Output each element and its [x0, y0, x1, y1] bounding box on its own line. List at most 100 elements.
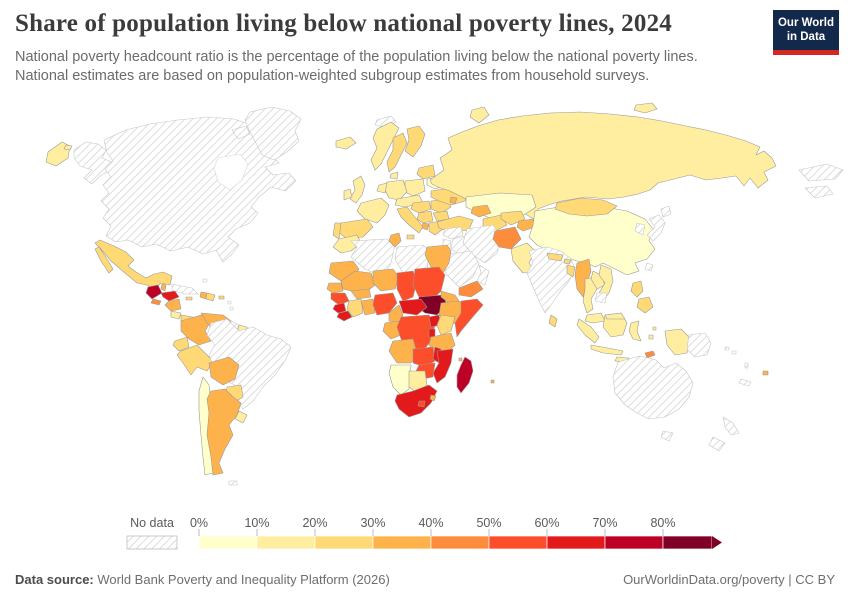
country-denmark[interactable] [389, 171, 399, 180]
country-italy[interactable] [396, 206, 424, 234]
country-cambodia[interactable] [594, 292, 608, 304]
country-finland[interactable] [404, 125, 426, 158]
legend-bin[interactable] [662, 535, 713, 550]
country-jamaica[interactable] [185, 296, 193, 301]
legend-bin[interactable] [256, 535, 316, 550]
country-caucasus[interactable] [470, 204, 492, 218]
country-peru[interactable] [176, 344, 214, 376]
country-comoros[interactable] [458, 357, 463, 362]
country-puerto-rico[interactable] [218, 295, 225, 300]
country-sweden[interactable] [386, 132, 408, 173]
country-chad[interactable] [396, 270, 418, 302]
legend-bin[interactable] [488, 535, 548, 550]
country-philippines[interactable] [630, 280, 644, 298]
country-kenya[interactable] [436, 314, 456, 336]
country-yemen[interactable] [458, 280, 484, 298]
country-namibia[interactable] [388, 364, 412, 396]
country-bhutan[interactable] [563, 258, 572, 265]
country-baja-california[interactable] [94, 246, 114, 274]
country-wrapped-landmass[interactable] [798, 163, 844, 182]
country-wrapped-landmass[interactable] [804, 185, 834, 199]
country-maluku[interactable] [648, 334, 654, 340]
country-albania[interactable] [421, 222, 430, 231]
country-ecuador[interactable] [172, 336, 190, 352]
country-bangladesh[interactable] [566, 264, 576, 278]
country-malaysia-borneo[interactable] [604, 312, 626, 320]
country-nepal[interactable] [546, 252, 564, 262]
country-timor-leste[interactable] [644, 350, 656, 359]
country-kyrgyzstan-tajikistan[interactable] [516, 218, 536, 232]
map-legend[interactable]: No data 0% 10% 20% 30% 40% 50% 60% 70% 80% [126, 516, 722, 550]
country-united-kingdom[interactable] [349, 175, 366, 204]
country-germany[interactable] [384, 179, 408, 201]
country-fiji[interactable] [762, 370, 769, 376]
country-philippines[interactable] [636, 296, 654, 314]
country-ireland[interactable] [343, 188, 353, 201]
country-iceland[interactable] [335, 136, 357, 150]
country-benelux[interactable] [376, 182, 388, 194]
country-somalia[interactable] [454, 298, 484, 338]
country-el-salvador[interactable] [150, 298, 162, 306]
country-indonesia-sumatra[interactable] [576, 318, 600, 344]
legend-bin[interactable] [198, 535, 258, 550]
country-lesotho[interactable] [417, 400, 426, 408]
owid-logo[interactable]: Our World in Data [773, 10, 839, 55]
country-guinea[interactable] [330, 292, 350, 306]
country-liberia[interactable] [336, 310, 353, 322]
country-baltics[interactable] [416, 164, 436, 180]
country-oman[interactable] [476, 264, 490, 286]
country-central-african-republic[interactable] [398, 298, 428, 316]
country-india[interactable] [526, 246, 576, 314]
country-mozambique[interactable] [432, 348, 454, 384]
legend-bin[interactable] [372, 535, 432, 550]
country-egypt[interactable] [424, 244, 452, 274]
country-mexico[interactable] [94, 239, 173, 290]
country-eswatini[interactable] [429, 394, 437, 402]
country-new-zealand[interactable] [708, 436, 726, 452]
country-south-africa[interactable] [394, 384, 438, 418]
country-bahamas[interactable] [202, 278, 208, 283]
country-solomon-islands[interactable] [731, 350, 737, 355]
country-ghana[interactable] [360, 298, 376, 316]
country-poland[interactable] [404, 178, 426, 197]
country-taiwan[interactable] [644, 262, 654, 272]
country-japan[interactable] [646, 214, 666, 242]
country-senegal[interactable] [326, 282, 344, 294]
country-greenland[interactable] [244, 106, 302, 161]
country-sierra-leone[interactable] [332, 302, 347, 314]
country-falklands[interactable] [228, 480, 238, 486]
country-belize[interactable] [160, 283, 167, 292]
country-france[interactable] [356, 197, 390, 224]
country-new-caledonia[interactable] [738, 378, 752, 387]
country-korea[interactable] [634, 222, 646, 236]
country-lesser-antilles[interactable] [229, 306, 234, 311]
country-chukotka-island[interactable] [63, 144, 73, 151]
country-nicaragua[interactable] [164, 298, 182, 312]
country-papua-new-guinea[interactable] [686, 332, 712, 358]
country-rwanda-burundi[interactable] [428, 328, 436, 338]
legend-bin[interactable] [314, 535, 374, 550]
country-solomon-islands[interactable] [724, 346, 730, 351]
country-niger[interactable] [372, 268, 400, 292]
country-indonesia-sulawesi[interactable] [628, 320, 642, 342]
country-brazil[interactable] [206, 318, 292, 410]
country-honduras[interactable] [160, 290, 180, 302]
country-madagascar[interactable] [456, 356, 474, 394]
country-mongolia[interactable] [554, 197, 618, 217]
legend-bin[interactable] [546, 535, 606, 550]
country-sicily[interactable] [406, 234, 415, 240]
country-gabon-congo[interactable] [382, 320, 402, 340]
legend-bin[interactable] [430, 535, 490, 550]
country-morocco[interactable] [332, 234, 362, 254]
country-malaysia[interactable] [584, 312, 606, 324]
country-novaya-zemlya[interactable] [469, 106, 490, 124]
legend-bin[interactable] [604, 535, 664, 550]
country-lesser-antilles[interactable] [227, 300, 232, 305]
country-indonesia-papua[interactable] [664, 328, 690, 356]
country-new-zealand[interactable] [722, 416, 740, 436]
country-new-siberian-islands[interactable] [633, 102, 658, 114]
country-vanuatu[interactable] [744, 362, 749, 369]
country-tunisia[interactable] [388, 232, 402, 248]
country-serbia-bosnia[interactable] [416, 210, 434, 224]
country-dominican-republic[interactable] [205, 292, 216, 302]
